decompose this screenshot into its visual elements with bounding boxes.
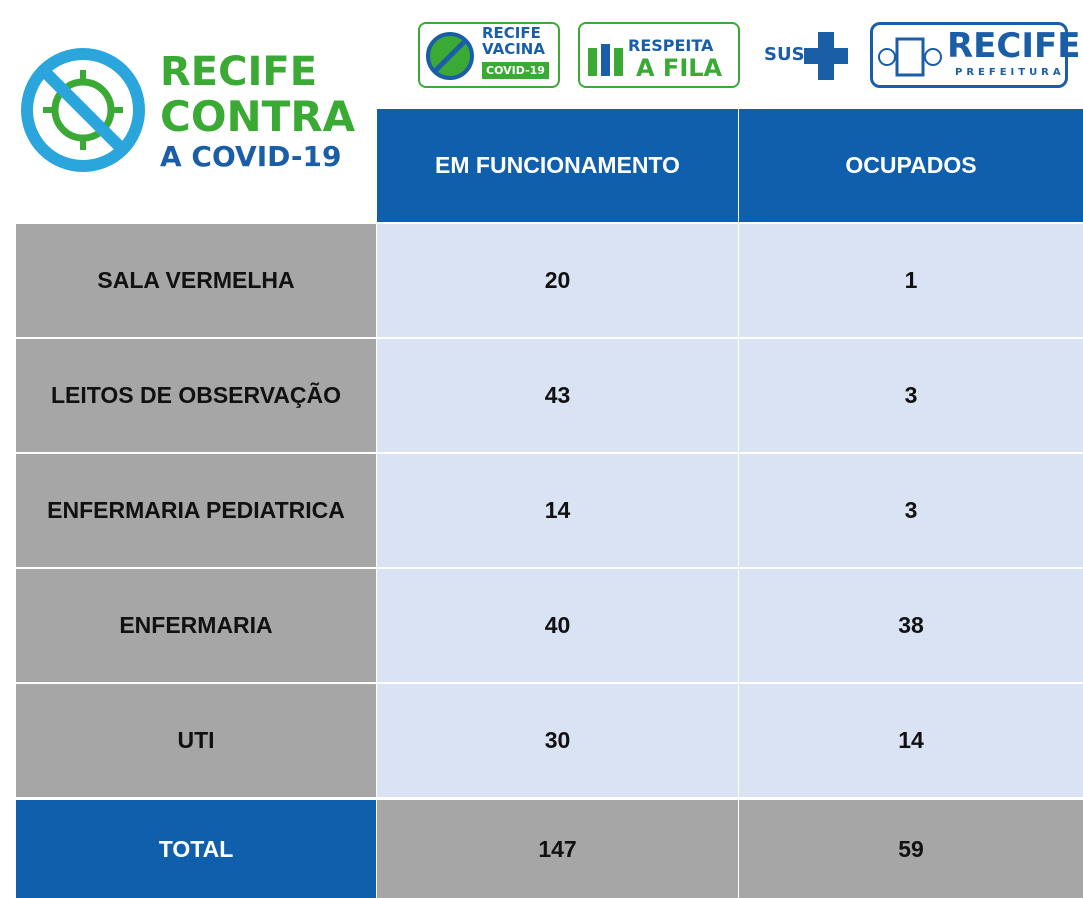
vacina-logo: RECIFE VACINA COVID-19: [418, 22, 560, 88]
sus-cross: [804, 32, 848, 80]
logo-line: COVID-19: [482, 62, 549, 79]
header-cell: EM FUNCIONAMENTO: [377, 109, 738, 222]
fila-logo: RESPEITA A FILA: [578, 22, 740, 88]
row-label: LEITOS DE OBSERVAÇÃO: [16, 339, 376, 452]
sus-logo: SUS: [764, 44, 805, 65]
value-cell: 40: [377, 569, 738, 682]
prefeitura-logo: RECIFE PREFEITURA: [870, 22, 1080, 88]
brasao: [878, 37, 942, 77]
total-label: TOTAL: [16, 800, 376, 898]
value-cell: 14: [739, 684, 1083, 797]
header-cell: OCUPADOS: [739, 109, 1083, 222]
covid-icon: [21, 48, 145, 172]
total-value: 59: [739, 800, 1083, 898]
value-cell: 20: [377, 224, 738, 337]
logo-line: RECIFE: [482, 24, 541, 42]
value-cell: 38: [739, 569, 1083, 682]
row-label: UTI: [16, 684, 376, 797]
logo-line: RESPEITA: [628, 36, 714, 55]
logo-line: A FILA: [636, 54, 723, 82]
value-cell: 43: [377, 339, 738, 452]
fila-icon: [588, 44, 623, 76]
row-label: SALA VERMELHA: [16, 224, 376, 337]
row-label: ENFERMARIA: [16, 569, 376, 682]
logo-line: CONTRA: [160, 92, 356, 141]
value-cell: 14: [377, 454, 738, 567]
logo-line: PREFEITURA: [955, 67, 1065, 78]
value-cell: 3: [739, 454, 1083, 567]
row-label: ENFERMARIA PEDIATRICA: [16, 454, 376, 567]
logo-line: VACINA: [482, 40, 545, 58]
vacina-icon: [426, 32, 474, 80]
value-cell: 1: [739, 224, 1083, 337]
logo-line: A COVID-19: [160, 140, 342, 173]
logo-line: RECIFE: [947, 26, 1081, 66]
value-cell: 30: [377, 684, 738, 797]
total-value: 147: [377, 800, 738, 898]
logo-line: RECIFE: [160, 49, 318, 95]
value-cell: 3: [739, 339, 1083, 452]
